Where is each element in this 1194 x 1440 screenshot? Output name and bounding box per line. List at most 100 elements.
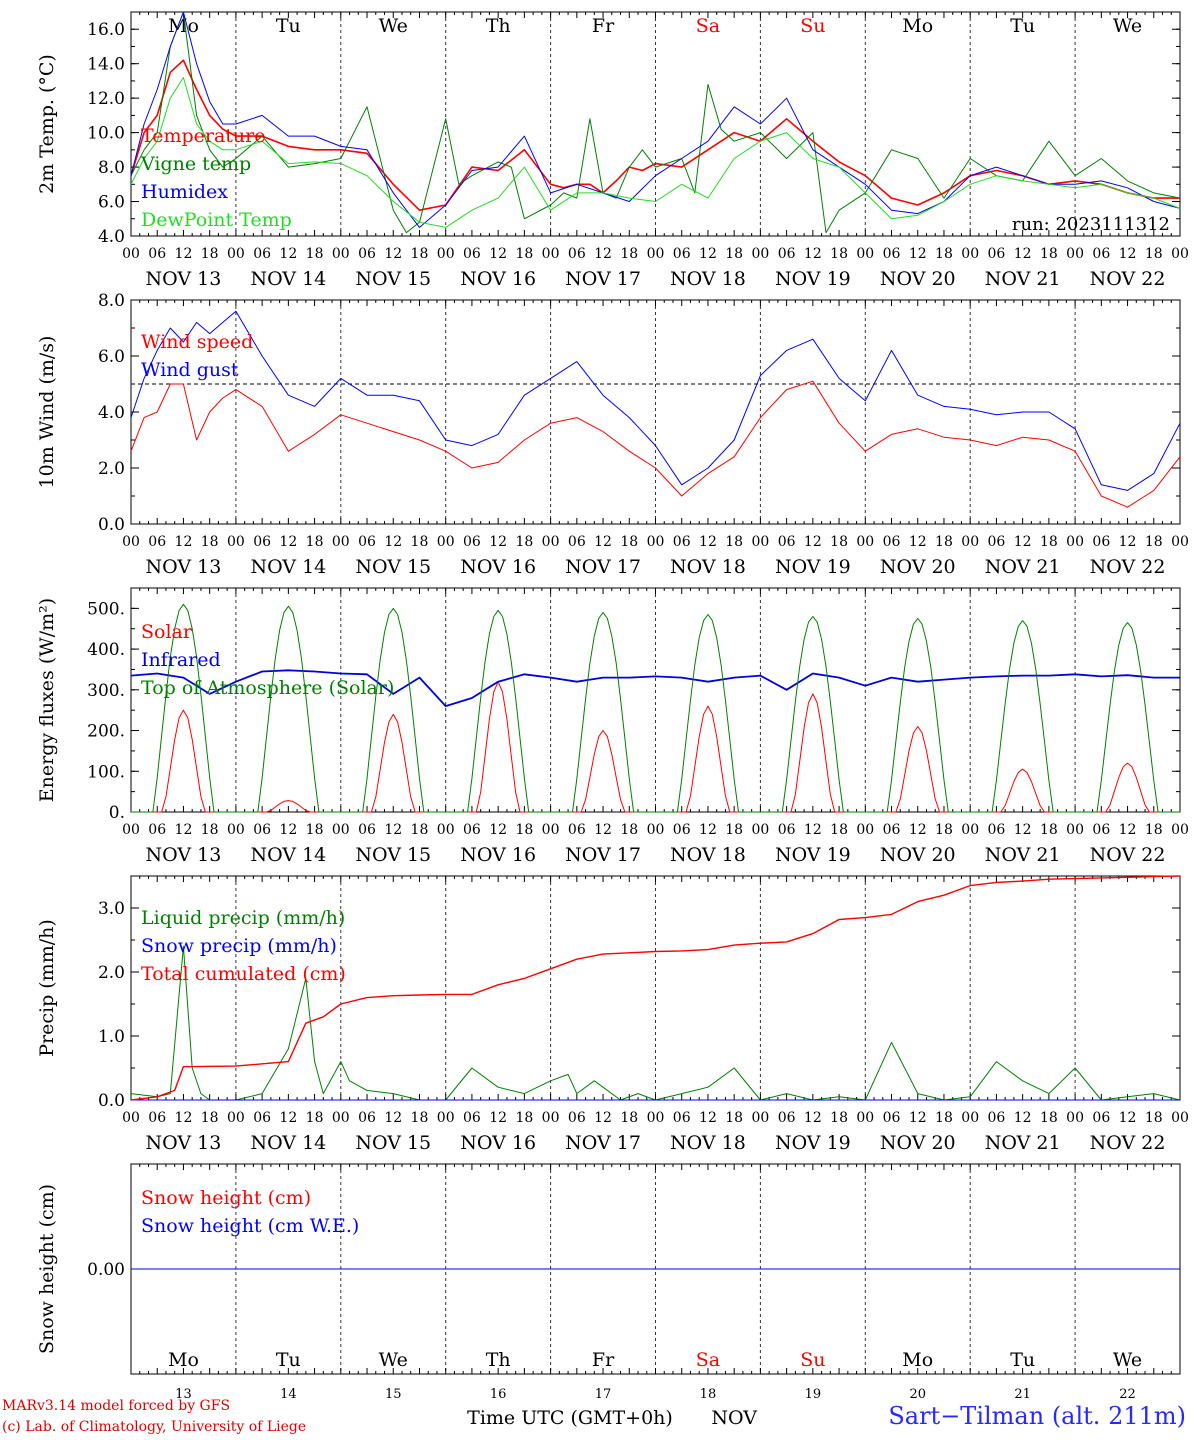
hour-label: 00 bbox=[647, 1110, 665, 1126]
date-label: NOV 16 bbox=[460, 268, 536, 290]
day-number: 18 bbox=[700, 1387, 717, 1402]
date-label: NOV 22 bbox=[1090, 556, 1166, 578]
date-label: NOV 16 bbox=[460, 1132, 536, 1154]
hour-label: 18 bbox=[725, 822, 743, 838]
hour-label: 00 bbox=[647, 534, 665, 550]
panel-3: 0. 100. 200. 300. 400. 500. Energy fluxes (W/m… bbox=[36, 587, 1189, 866]
day-name: Th bbox=[486, 15, 511, 37]
y-tick-label: 0.00 bbox=[87, 1260, 125, 1280]
hour-label: 00 bbox=[437, 822, 455, 838]
hour-label: 12 bbox=[804, 246, 822, 262]
hour-label: 12 bbox=[489, 1110, 507, 1126]
y-tick-label: 4.0 bbox=[98, 227, 125, 247]
hour-label: 18 bbox=[620, 534, 638, 550]
hour-label: 06 bbox=[463, 246, 481, 262]
y-tick-label: 500. bbox=[87, 599, 125, 619]
hour-label: 06 bbox=[673, 246, 691, 262]
date-label: NOV 19 bbox=[775, 844, 851, 866]
hour-label: 00 bbox=[961, 246, 979, 262]
hour-label: 12 bbox=[1014, 534, 1032, 550]
date-label: NOV 14 bbox=[250, 556, 326, 578]
hour-label: 00 bbox=[122, 246, 140, 262]
hour-label: 00 bbox=[122, 822, 140, 838]
hour-label: 00 bbox=[1066, 822, 1084, 838]
hour-label: 00 bbox=[332, 534, 350, 550]
day-number: 16 bbox=[490, 1387, 507, 1402]
y-tick-label: 8.0 bbox=[98, 158, 125, 178]
hour-label: 12 bbox=[1119, 534, 1137, 550]
hour-label: 18 bbox=[725, 1110, 743, 1126]
hour-label: 06 bbox=[988, 1110, 1006, 1126]
hour-label: 00 bbox=[1171, 1110, 1189, 1126]
hour-label: 12 bbox=[1014, 1110, 1032, 1126]
panel-4: 0.0 1.0 2.0 3.0 Precip (mm/h) Liquid precip (… bbox=[36, 875, 1189, 1154]
hour-label: 06 bbox=[1092, 1110, 1110, 1126]
day-name: We bbox=[379, 1349, 408, 1371]
day-name: Fr bbox=[592, 15, 615, 37]
y-axis-label: Precip (mm/h) bbox=[36, 919, 58, 1057]
hour-label: 18 bbox=[725, 246, 743, 262]
hour-label: 00 bbox=[332, 1110, 350, 1126]
hour-label: 06 bbox=[358, 822, 376, 838]
hour-label: 18 bbox=[620, 822, 638, 838]
legend-entry: Wind speed bbox=[141, 331, 253, 353]
date-label: NOV 17 bbox=[565, 556, 641, 578]
hour-label: 06 bbox=[673, 534, 691, 550]
day-number: 22 bbox=[1119, 1387, 1136, 1402]
legend-entry: Snow height (cm W.E.) bbox=[141, 1215, 359, 1237]
hour-label: 00 bbox=[961, 534, 979, 550]
date-label: NOV 21 bbox=[985, 844, 1061, 866]
hour-label: 12 bbox=[909, 534, 927, 550]
hour-label: 12 bbox=[175, 534, 193, 550]
date-label: NOV 16 bbox=[460, 844, 536, 866]
hour-label: 18 bbox=[411, 822, 429, 838]
hour-label: 00 bbox=[961, 1110, 979, 1126]
date-label: NOV 15 bbox=[355, 844, 431, 866]
hour-label: 12 bbox=[699, 246, 717, 262]
hour-label: 18 bbox=[201, 822, 219, 838]
hour-label: 06 bbox=[883, 534, 901, 550]
hour-label: 18 bbox=[935, 822, 953, 838]
hour-label: 18 bbox=[515, 822, 533, 838]
hour-label: 18 bbox=[411, 246, 429, 262]
lab-credit: (c) Lab. of Climatology, University of L… bbox=[2, 1419, 307, 1435]
date-label: NOV 14 bbox=[250, 268, 326, 290]
legend-entry: Total cumulated (cm) bbox=[141, 963, 346, 985]
date-label: NOV 13 bbox=[146, 556, 222, 578]
hour-label: 12 bbox=[384, 822, 402, 838]
day-name: Mo bbox=[902, 15, 933, 37]
y-tick-label: 300. bbox=[87, 681, 125, 701]
hour-label: 18 bbox=[620, 1110, 638, 1126]
x-month-label: NOV bbox=[711, 1407, 757, 1429]
hour-label: 06 bbox=[673, 1110, 691, 1126]
hour-label: 06 bbox=[988, 246, 1006, 262]
hour-label: 18 bbox=[515, 246, 533, 262]
hour-label: 12 bbox=[594, 1110, 612, 1126]
legend-entry: Temperature bbox=[141, 125, 265, 147]
model-credit: MARv3.14 model forced by GFS bbox=[2, 1398, 231, 1414]
day-name: Th bbox=[486, 1349, 511, 1371]
y-tick-label: 2.0 bbox=[98, 963, 125, 983]
date-label: NOV 22 bbox=[1090, 268, 1166, 290]
hour-label: 06 bbox=[463, 822, 481, 838]
run-label: run: 2023111312 bbox=[1012, 214, 1170, 235]
hour-label: 00 bbox=[647, 822, 665, 838]
day-name: We bbox=[1113, 15, 1142, 37]
date-label: NOV 13 bbox=[146, 268, 222, 290]
hour-label: 18 bbox=[411, 534, 429, 550]
legend-entry: Infrared bbox=[141, 649, 221, 671]
hour-label: 00 bbox=[856, 534, 874, 550]
y-tick-label: 4.0 bbox=[98, 403, 125, 423]
hour-label: 12 bbox=[804, 822, 822, 838]
hour-label: 06 bbox=[778, 246, 796, 262]
day-name: Su bbox=[800, 1349, 825, 1371]
hour-label: 00 bbox=[122, 1110, 140, 1126]
day-number: 17 bbox=[595, 1387, 612, 1402]
day-name: Tu bbox=[1010, 15, 1035, 37]
date-label: NOV 17 bbox=[565, 1132, 641, 1154]
hour-label: 12 bbox=[1119, 1110, 1137, 1126]
date-label: NOV 21 bbox=[985, 1132, 1061, 1154]
hour-label: 18 bbox=[830, 246, 848, 262]
y-tick-label: 16.0 bbox=[87, 20, 125, 40]
date-label: NOV 17 bbox=[565, 268, 641, 290]
